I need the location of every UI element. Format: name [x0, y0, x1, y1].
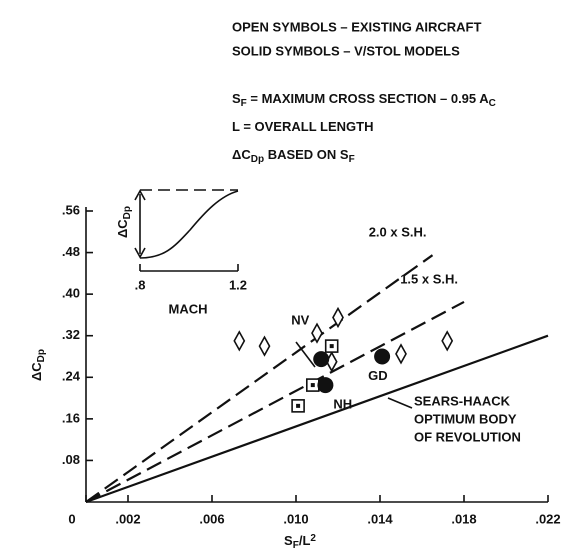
square-dot [310, 383, 315, 388]
line-label: 1.5 x S.H. [400, 271, 458, 286]
line-label: SEARS-HAACK [414, 393, 511, 408]
text-part: F [241, 98, 247, 109]
text-part: F [349, 154, 355, 165]
text-part: 2 [310, 533, 316, 544]
square-dot [296, 403, 301, 408]
y-tick-label: .32 [62, 327, 80, 342]
text-part: C [489, 98, 496, 109]
definition: L = OVERALL LENGTH [232, 119, 373, 134]
x-tick-label: .002 [115, 511, 140, 526]
point-label: NH [333, 397, 352, 412]
diamond-point [258, 335, 271, 357]
y-tick-label: .16 [62, 410, 80, 425]
diamond-point [332, 306, 344, 329]
y-tick-label: .24 [62, 369, 81, 384]
line-label: OPTIMUM BODY [414, 411, 517, 426]
text-part: Dp [36, 349, 47, 362]
square-dot [329, 344, 334, 349]
diamond-point [311, 322, 323, 344]
y-tick-label: .48 [62, 244, 80, 259]
inset-y-label: ΔCDp [115, 206, 132, 238]
solid-point [317, 377, 334, 394]
y-axis-label: ΔCDp [29, 349, 46, 381]
text-part: = MAXIMUM CROSS SECTION – 0.95 A [247, 91, 489, 106]
inset-x-label: MACH [169, 301, 208, 316]
solid-point [374, 348, 391, 365]
note: SOLID SYMBOLS – V/STOL MODELS [232, 43, 460, 58]
x-axis-label: SF/L2 [284, 533, 316, 551]
solid-point [313, 351, 330, 368]
x-tick-label: .022 [535, 511, 560, 526]
text-part: S [284, 533, 293, 548]
x-tick-label: .018 [451, 511, 476, 526]
definition: ΔCDp BASED ON SF [232, 147, 355, 164]
inset-tick-label: .8 [135, 277, 146, 292]
text-part: Dp [122, 206, 133, 219]
reference-line [85, 254, 434, 503]
y-tick-label: .08 [62, 452, 80, 467]
text-part: Dp [251, 154, 264, 165]
point-label: GD [368, 368, 388, 383]
definition: SF = MAXIMUM CROSS SECTION – 0.95 AC [232, 91, 496, 108]
diamond-point [395, 343, 407, 365]
text-part: ΔC [232, 147, 251, 162]
reference-line [85, 300, 465, 503]
point-label: NV [291, 313, 309, 328]
text-part: ΔC [29, 362, 44, 381]
reference-line [85, 334, 549, 504]
note: OPEN SYMBOLS – EXISTING AIRCRAFT [232, 19, 481, 34]
text-part: S [232, 91, 241, 106]
inset-curve [139, 190, 239, 259]
text-part: L = OVERALL LENGTH [232, 119, 373, 134]
y-tick-label: .56 [62, 202, 80, 217]
pointer [295, 341, 316, 368]
inset-arrowheads [134, 189, 146, 259]
inset-tick-label: 1.2 [229, 277, 247, 292]
x-tick-label: .006 [199, 511, 224, 526]
x-tick-label: .010 [283, 511, 308, 526]
line-label: 2.0 x S.H. [369, 225, 427, 240]
pointer [387, 397, 413, 409]
y-tick-label: .40 [62, 286, 80, 301]
text-part: F [293, 540, 299, 551]
line-label: OF REVOLUTION [414, 429, 521, 444]
diamond-point [233, 330, 246, 352]
text-part: BASED ON S [264, 147, 349, 162]
diamond-point [441, 330, 454, 352]
x-tick-label: 0 [68, 511, 75, 526]
text-part: ΔC [115, 219, 130, 238]
text-part: /L [299, 533, 311, 548]
x-tick-label: .014 [367, 511, 393, 526]
